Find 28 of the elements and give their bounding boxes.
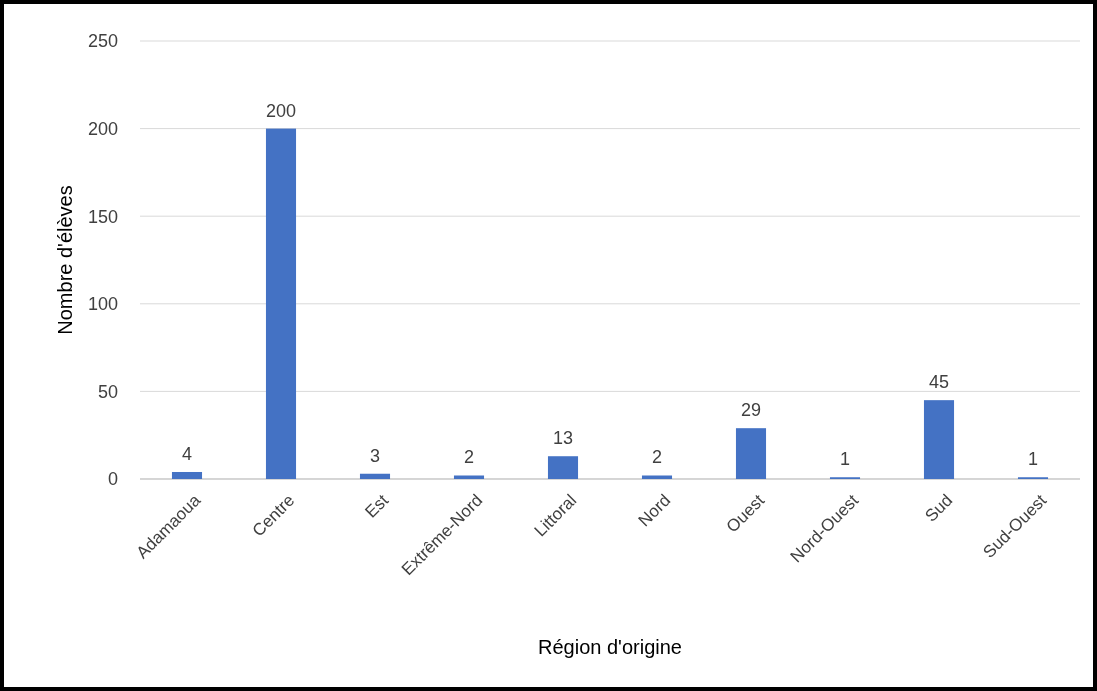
bar xyxy=(547,456,579,479)
data-label: 45 xyxy=(928,372,950,393)
data-label: 1 xyxy=(1027,449,1039,470)
y-tick-label: 250 xyxy=(87,31,118,52)
data-label: 4 xyxy=(181,443,193,464)
y-tick-label: 200 xyxy=(87,118,118,139)
bar xyxy=(923,400,955,479)
data-label: 3 xyxy=(369,445,381,466)
bar xyxy=(641,475,673,479)
bar xyxy=(453,475,485,479)
x-axis-title: Région d'origine xyxy=(538,636,682,658)
data-label: 200 xyxy=(265,100,297,121)
bar xyxy=(359,473,391,479)
data-label: 2 xyxy=(651,447,663,468)
data-label: 2 xyxy=(463,447,475,468)
data-label: 29 xyxy=(740,400,762,421)
y-tick-label: 50 xyxy=(97,381,118,402)
x-tick-label: Est xyxy=(361,490,393,522)
bar xyxy=(171,471,203,479)
data-label: 13 xyxy=(552,428,574,449)
y-axis-title: Nombre d'élèves xyxy=(54,185,76,335)
y-tick-label: 0 xyxy=(107,469,118,490)
data-label: 1 xyxy=(839,449,851,470)
bar xyxy=(735,428,767,479)
y-tick-label: 150 xyxy=(87,206,118,227)
x-tick-label: Sud xyxy=(921,490,957,526)
bar xyxy=(265,128,297,479)
y-tick-label: 100 xyxy=(87,294,118,315)
